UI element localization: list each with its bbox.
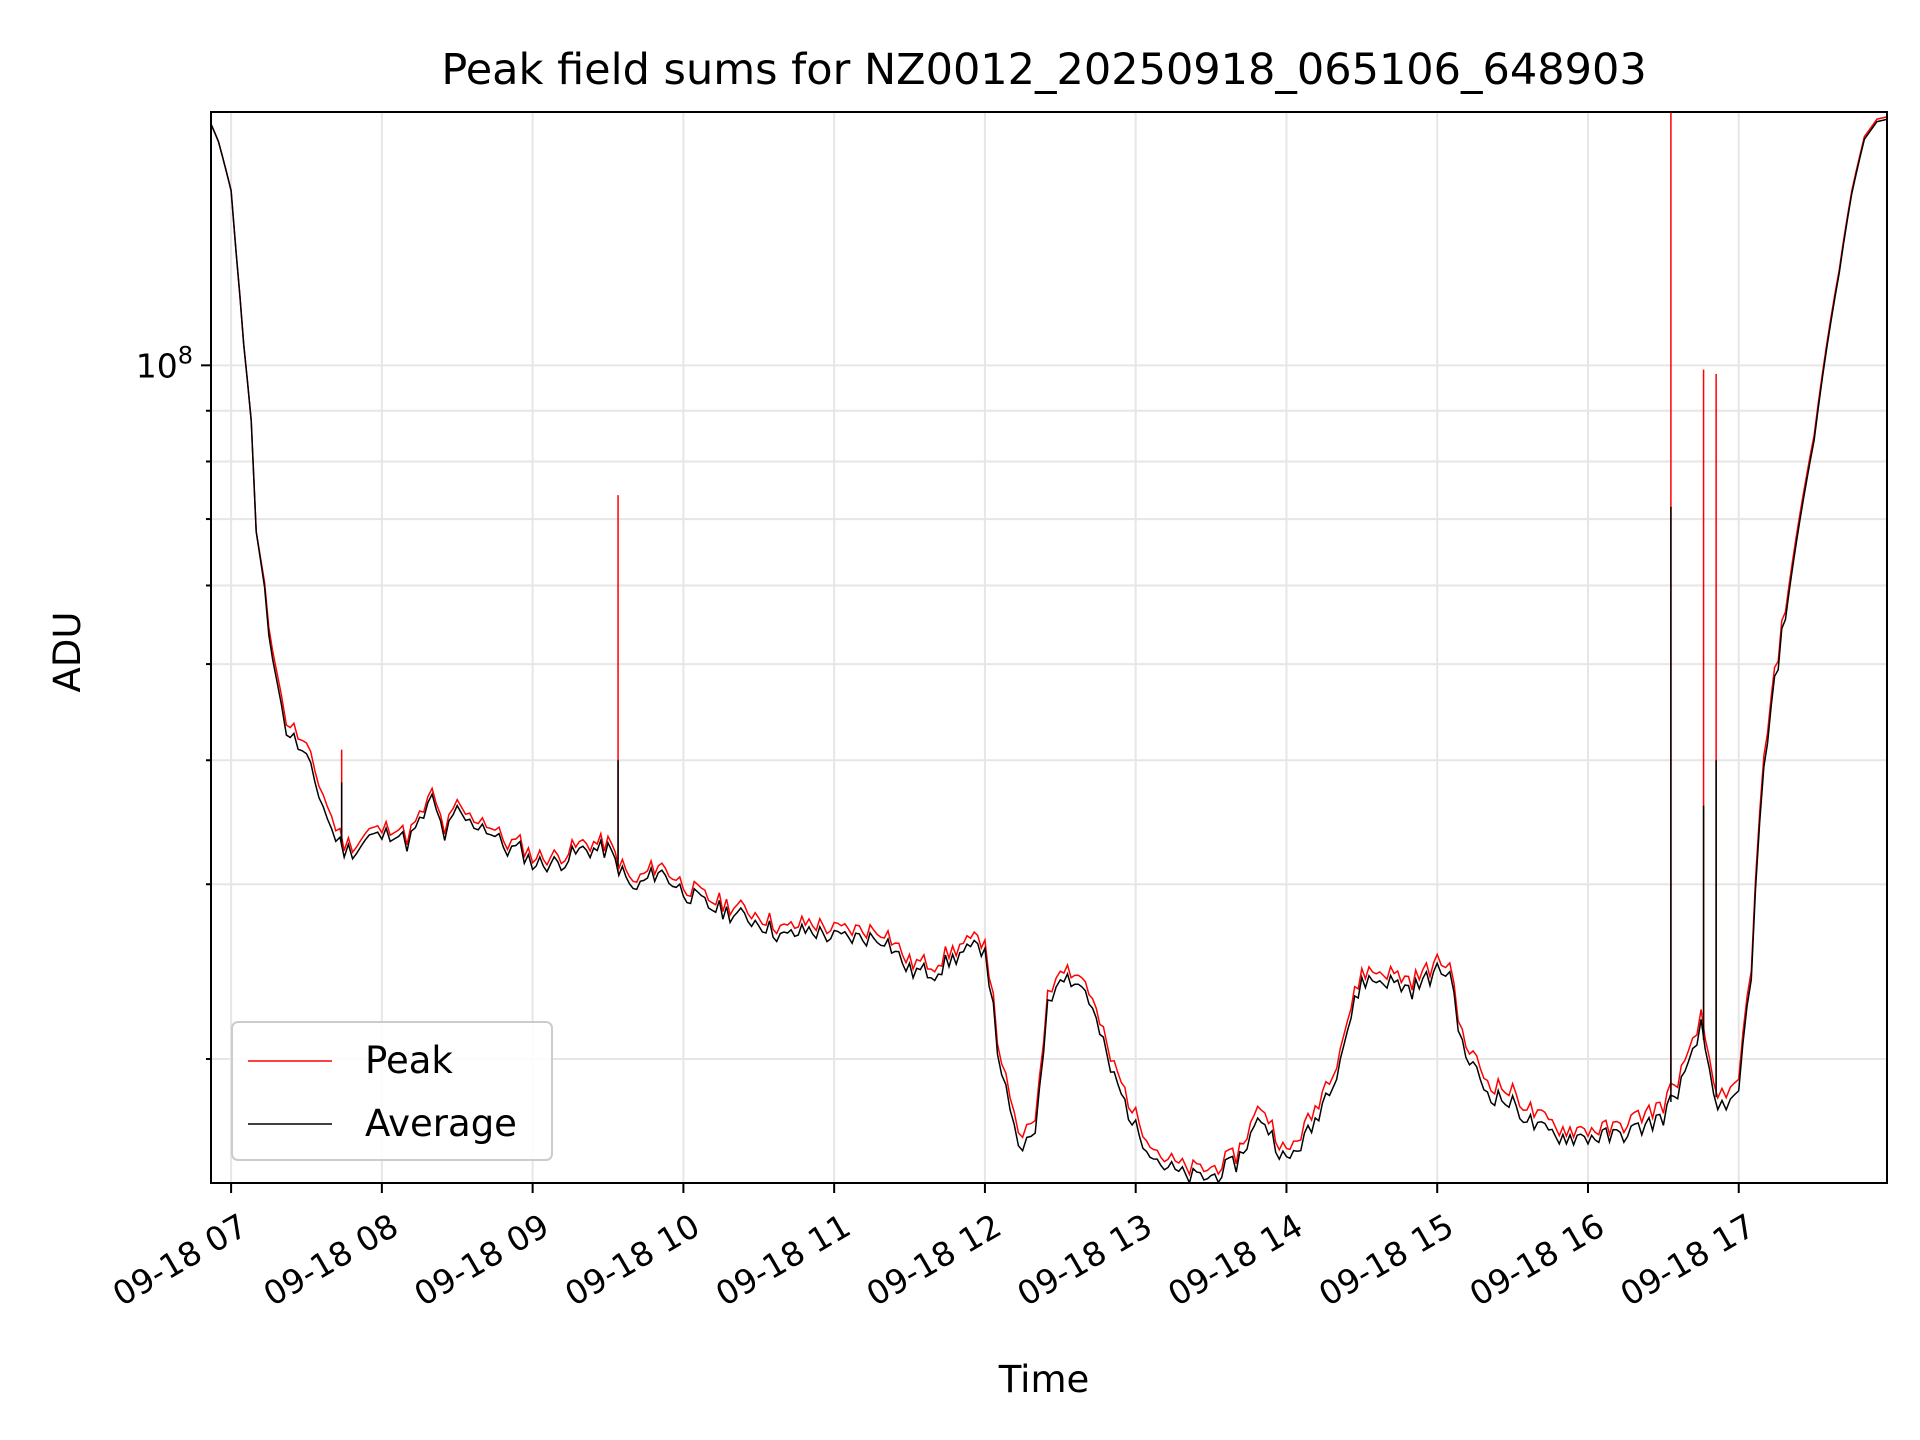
- x-tick-label: 09-18 14: [1161, 1206, 1309, 1314]
- x-tick-label: 09-18 08: [257, 1206, 405, 1314]
- plot-frame: [210, 111, 1888, 1184]
- x-tick-label: 09-18 07: [106, 1206, 254, 1314]
- x-tick-label: 09-18 09: [407, 1206, 555, 1314]
- chart-title: Peak field sums for NZ0012_20250918_0651…: [441, 45, 1646, 95]
- x-tick-label: 09-18 11: [709, 1206, 857, 1314]
- x-tick-label: 09-18 12: [860, 1206, 1008, 1314]
- average-series-line: [211, 118, 1887, 1183]
- x-tick-label: 09-18 17: [1614, 1206, 1762, 1314]
- legend-average-label: Average: [365, 1102, 517, 1145]
- legend-box: [231, 1021, 553, 1161]
- x-axis-label: Time: [998, 1358, 1090, 1401]
- x-tick-label: 09-18 16: [1463, 1206, 1611, 1314]
- x-tick-label: 09-18 13: [1011, 1206, 1159, 1314]
- x-tick-label: 09-18 15: [1312, 1206, 1460, 1314]
- y-axis-ticks: 108: [136, 341, 211, 1061]
- peak-series-line: [211, 116, 1887, 1177]
- x-tick-label: 09-18 10: [558, 1206, 706, 1314]
- plot-area: [211, 112, 1887, 1183]
- x-axis-ticks: 09-18 07 09-18 08 09-18 09 09-18 10 09-18 11…: [106, 1183, 1762, 1314]
- y-tick-label: 108: [136, 341, 193, 385]
- y-axis-label: ADU: [46, 612, 89, 693]
- legend: Peak Average: [231, 1021, 553, 1161]
- legend-peak-label: Peak: [365, 1039, 453, 1082]
